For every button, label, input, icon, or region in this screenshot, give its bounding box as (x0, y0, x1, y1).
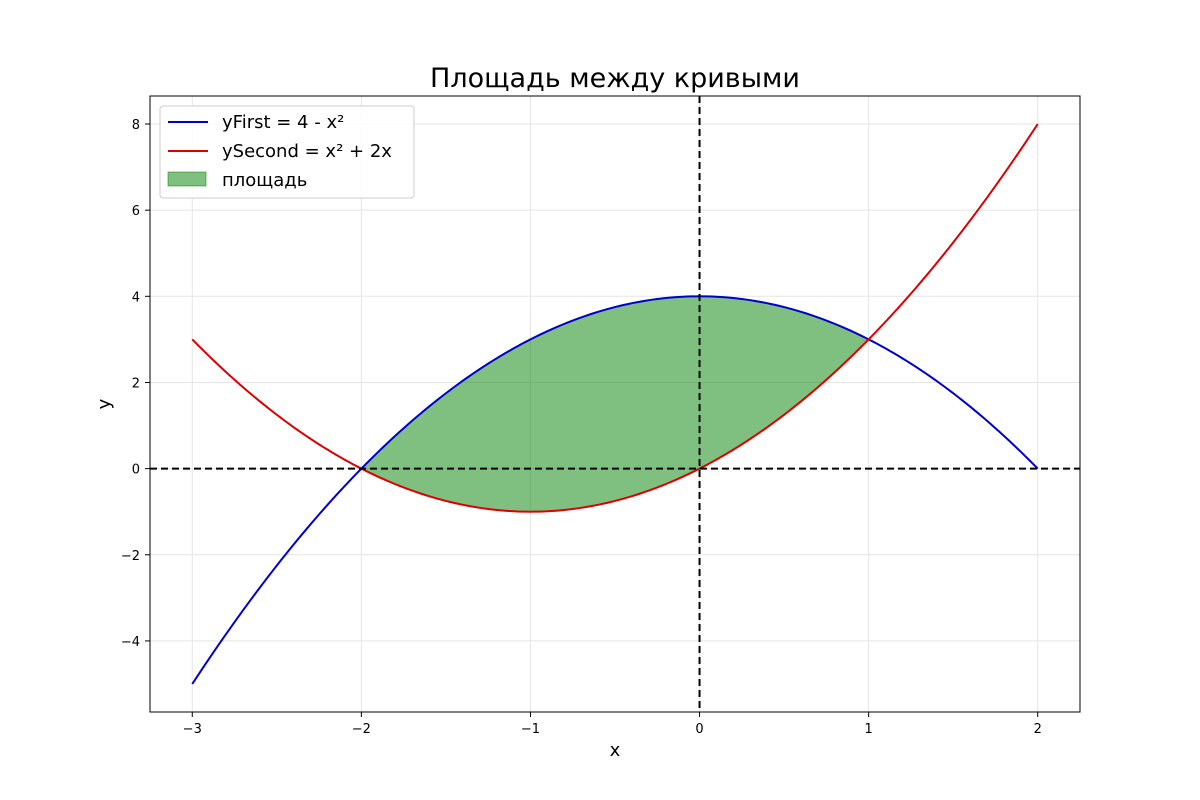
legend: yFirst = 4 - x² ySecond = x² + 2x площад… (159, 105, 415, 199)
y-axis-label: y (94, 398, 115, 409)
plot-frame (149, 95, 1081, 713)
y-tick-label: 6 (132, 204, 140, 219)
series-group (191, 123, 1039, 685)
legend-swatch-area (167, 171, 207, 187)
legend-box (159, 105, 415, 199)
legend-label-ysecond: ySecond = x² + 2x (222, 141, 392, 162)
x-tick-label: 1 (864, 722, 872, 737)
series-line-0 (191, 295, 1039, 685)
chart-title: Площадь между кривыми (430, 63, 800, 94)
y-tick-label: −2 (121, 549, 140, 564)
x-tick-label: 0 (695, 722, 703, 737)
legend-label-area: площадь (222, 170, 307, 191)
y-tick-label: 0 (132, 463, 140, 478)
legend-label-yfirst: yFirst = 4 - x² (222, 112, 344, 133)
x-tick-label: 2 (1034, 722, 1042, 737)
y-tick-label: 8 (132, 118, 140, 133)
x-axis-label: x (610, 740, 621, 761)
x-tick-label: −2 (352, 722, 371, 737)
reference-lines (150, 96, 1080, 712)
x-tick-label: −3 (183, 722, 202, 737)
y-tick-label: 2 (132, 376, 140, 391)
axis-ticks: −3 −2 −1 0 1 2 −4 −2 0 2 4 6 8 (121, 118, 1042, 737)
series-line-1 (191, 123, 1039, 513)
y-tick-label: −4 (121, 635, 140, 650)
area-between-curves (361, 296, 869, 512)
x-tick-label: −1 (521, 722, 540, 737)
y-tick-label: 4 (132, 290, 140, 305)
